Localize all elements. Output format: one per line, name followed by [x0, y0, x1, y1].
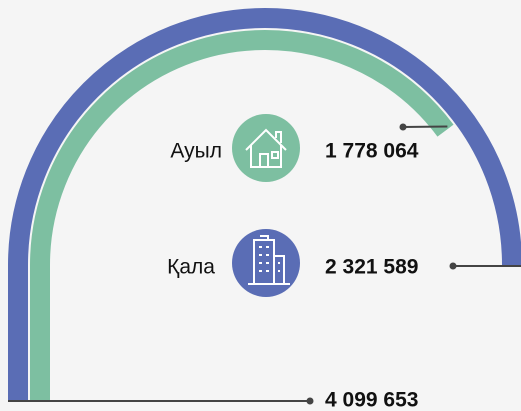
leaders	[8, 123, 521, 405]
leader-dot	[399, 123, 407, 131]
value-label: 1 778 064	[325, 140, 419, 163]
leader-dot	[306, 397, 314, 405]
house-icon	[245, 128, 287, 168]
arcs	[7, 8, 521, 400]
category-label: Ауыл	[170, 140, 222, 163]
building-icon	[248, 235, 290, 285]
arc-bar	[30, 30, 500, 400]
leader-dot	[449, 262, 457, 270]
value-label: 2 321 589	[325, 256, 418, 279]
village-icon-circle	[232, 114, 300, 182]
total-label: 4 099 653	[325, 389, 418, 411]
category-label: Қала	[167, 256, 215, 279]
arc-bar	[7, 8, 521, 400]
